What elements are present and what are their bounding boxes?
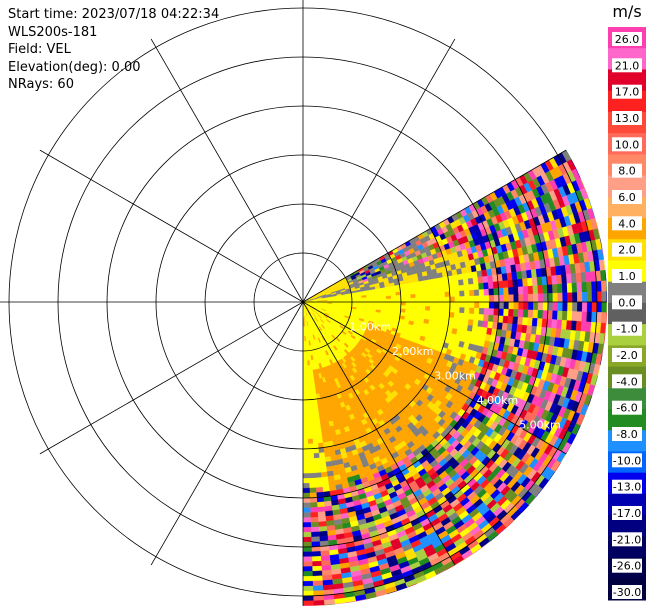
colorbar-tick-label: -26.0 [613,560,641,573]
colorbar-tick-label: -21.0 [613,533,641,546]
colorbar-tick-label: 6.0 [618,191,636,204]
colorbar-tick-label: 26.0 [615,33,640,46]
colorbar-tick-label: 13.0 [615,112,640,125]
colorbar-tick-label: -8.0 [616,428,637,441]
colorbar-tick-label: 4.0 [618,217,636,230]
colorbar-tick-label: -10.0 [613,454,641,467]
colorbar-tick-label: 17.0 [615,86,640,99]
colorbar-tick-label: -30.0 [613,586,641,599]
colorbar-tick-label: -17.0 [613,507,641,520]
colorbar-tick-label: 2.0 [618,244,636,257]
colorbar-tick-label: -1.0 [616,323,637,336]
colorbar-tick-label: -2.0 [616,349,637,362]
colorbar-tick-label: 1.0 [618,270,636,283]
colorbar-tick-label: -13.0 [613,481,641,494]
colorbar-tick-label: 0.0 [618,296,636,309]
colorbar-tick-label: 21.0 [615,59,640,72]
colorbar-tick-label: -6.0 [616,402,637,415]
instrument-text: WLS200s-181 [8,24,98,40]
field-text: Field: VEL [8,42,71,57]
start-time-text: Start time: 2023/07/18 04:22:34 [8,7,220,22]
scan-info-panel: Start time: 2023/07/18 04:22:34 WLS200s-… [8,6,219,94]
elevation-text: Elevation(deg): 0.00 [8,59,141,75]
colorbar-label: m/s [612,2,641,21]
velocity-data-layer [302,149,607,606]
colorbar-tick-label: 8.0 [618,165,636,178]
colorbar-tick-label: -4.0 [616,375,637,388]
colorbar-tick-label: 10.0 [615,138,640,151]
nrays-text: NRays: 60 [8,77,74,92]
